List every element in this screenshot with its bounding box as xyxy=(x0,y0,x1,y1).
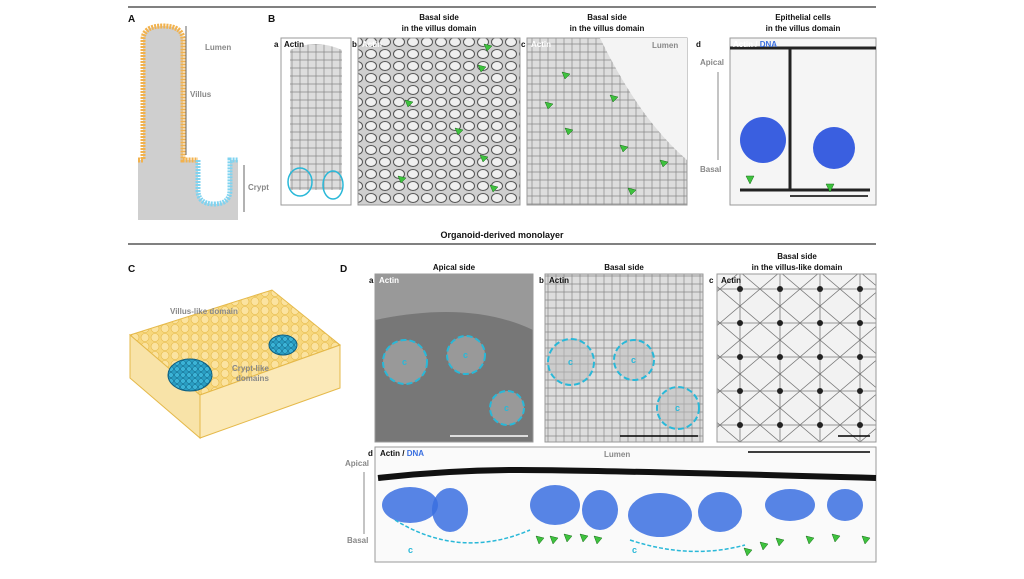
arrowheads xyxy=(535,533,871,557)
label: Basal xyxy=(700,165,721,174)
stain-actin: Actin xyxy=(380,449,400,458)
nucleus xyxy=(813,127,855,169)
stain: Actin xyxy=(531,40,551,49)
crypt-epithelium xyxy=(195,157,238,207)
stain: Actin / DNA xyxy=(733,40,777,49)
stain: Actin xyxy=(721,276,741,285)
title: Basal side xyxy=(419,13,459,22)
stain-actin: Actin xyxy=(733,40,753,49)
label: domains xyxy=(236,374,269,383)
label: Crypt-like xyxy=(232,364,269,373)
crypt-outline xyxy=(287,167,313,197)
subpanel-label: c xyxy=(709,276,714,285)
label: Lumen xyxy=(604,450,630,459)
micrograph xyxy=(357,37,521,206)
crypt-outline xyxy=(629,539,746,553)
tissue-schematic xyxy=(138,26,238,220)
title: in the villus-like domain xyxy=(752,263,843,272)
crypt-marker: c xyxy=(631,355,636,365)
subpanel-label: a xyxy=(274,40,279,49)
title: in the villus domain xyxy=(766,24,841,33)
micrograph xyxy=(716,273,877,443)
crypt-outline xyxy=(322,170,344,200)
crypt-marker: c xyxy=(408,545,413,555)
nuclei xyxy=(382,485,863,537)
villus-epithelium xyxy=(138,23,198,163)
stain: Actin xyxy=(362,40,382,49)
crypt-marker: c xyxy=(632,545,637,555)
label: Apical xyxy=(700,58,724,67)
label: Lumen xyxy=(205,43,231,52)
section-title: Organoid-derived monolayer xyxy=(440,230,564,240)
subpanel-label: a xyxy=(369,276,374,285)
title: Basal side xyxy=(604,263,644,272)
apical-actin xyxy=(377,466,877,481)
arrowheads xyxy=(397,43,835,196)
label: Basal xyxy=(347,536,368,545)
crypt-domain xyxy=(268,334,298,356)
stain-dna: DNA xyxy=(407,449,425,458)
stain: Actin xyxy=(379,276,399,285)
label: Crypt xyxy=(248,183,269,192)
label: Lumen xyxy=(652,41,678,50)
crypt-outlines xyxy=(382,335,700,430)
panel-label: D xyxy=(340,264,347,275)
title: Apical side xyxy=(433,263,476,272)
title: Basal side xyxy=(777,252,817,261)
subpanel-label: b xyxy=(539,276,544,285)
label: Apical xyxy=(345,459,369,468)
shade xyxy=(375,274,533,330)
title: in the villus domain xyxy=(402,24,477,33)
title: in the villus domain xyxy=(570,24,645,33)
stain: Actin xyxy=(284,40,304,49)
label: Villus xyxy=(190,90,212,99)
stain-separator: / xyxy=(755,40,758,49)
villus-image xyxy=(290,44,342,190)
subpanel-label: c xyxy=(521,40,526,49)
crypt-marker: c xyxy=(504,403,509,413)
crypt-domain xyxy=(167,358,213,392)
stain: Actin xyxy=(549,276,569,285)
crypt-marker: c xyxy=(675,403,680,413)
crypt-marker: c xyxy=(463,350,468,360)
stain: Actin / DNA xyxy=(380,449,424,458)
subpanel-label: b xyxy=(352,40,357,49)
label: Villus-like domain xyxy=(170,307,238,316)
subpanel-label: d xyxy=(368,449,373,458)
crypt-marker: c xyxy=(568,357,573,367)
title: Epithelial cells xyxy=(775,13,831,22)
nucleus xyxy=(740,117,786,163)
panel-label: A xyxy=(128,14,135,25)
title: Basal side xyxy=(587,13,627,22)
subpanel-label: d xyxy=(696,40,701,49)
panel-label: C xyxy=(128,264,135,275)
stain-dna: DNA xyxy=(760,40,778,49)
panel-label: B xyxy=(268,14,275,25)
crypt-marker: c xyxy=(402,357,407,367)
monolayer-front xyxy=(199,344,341,439)
cell-borders xyxy=(730,46,876,192)
lumen-region xyxy=(600,38,687,160)
stain-separator: / xyxy=(402,449,405,458)
